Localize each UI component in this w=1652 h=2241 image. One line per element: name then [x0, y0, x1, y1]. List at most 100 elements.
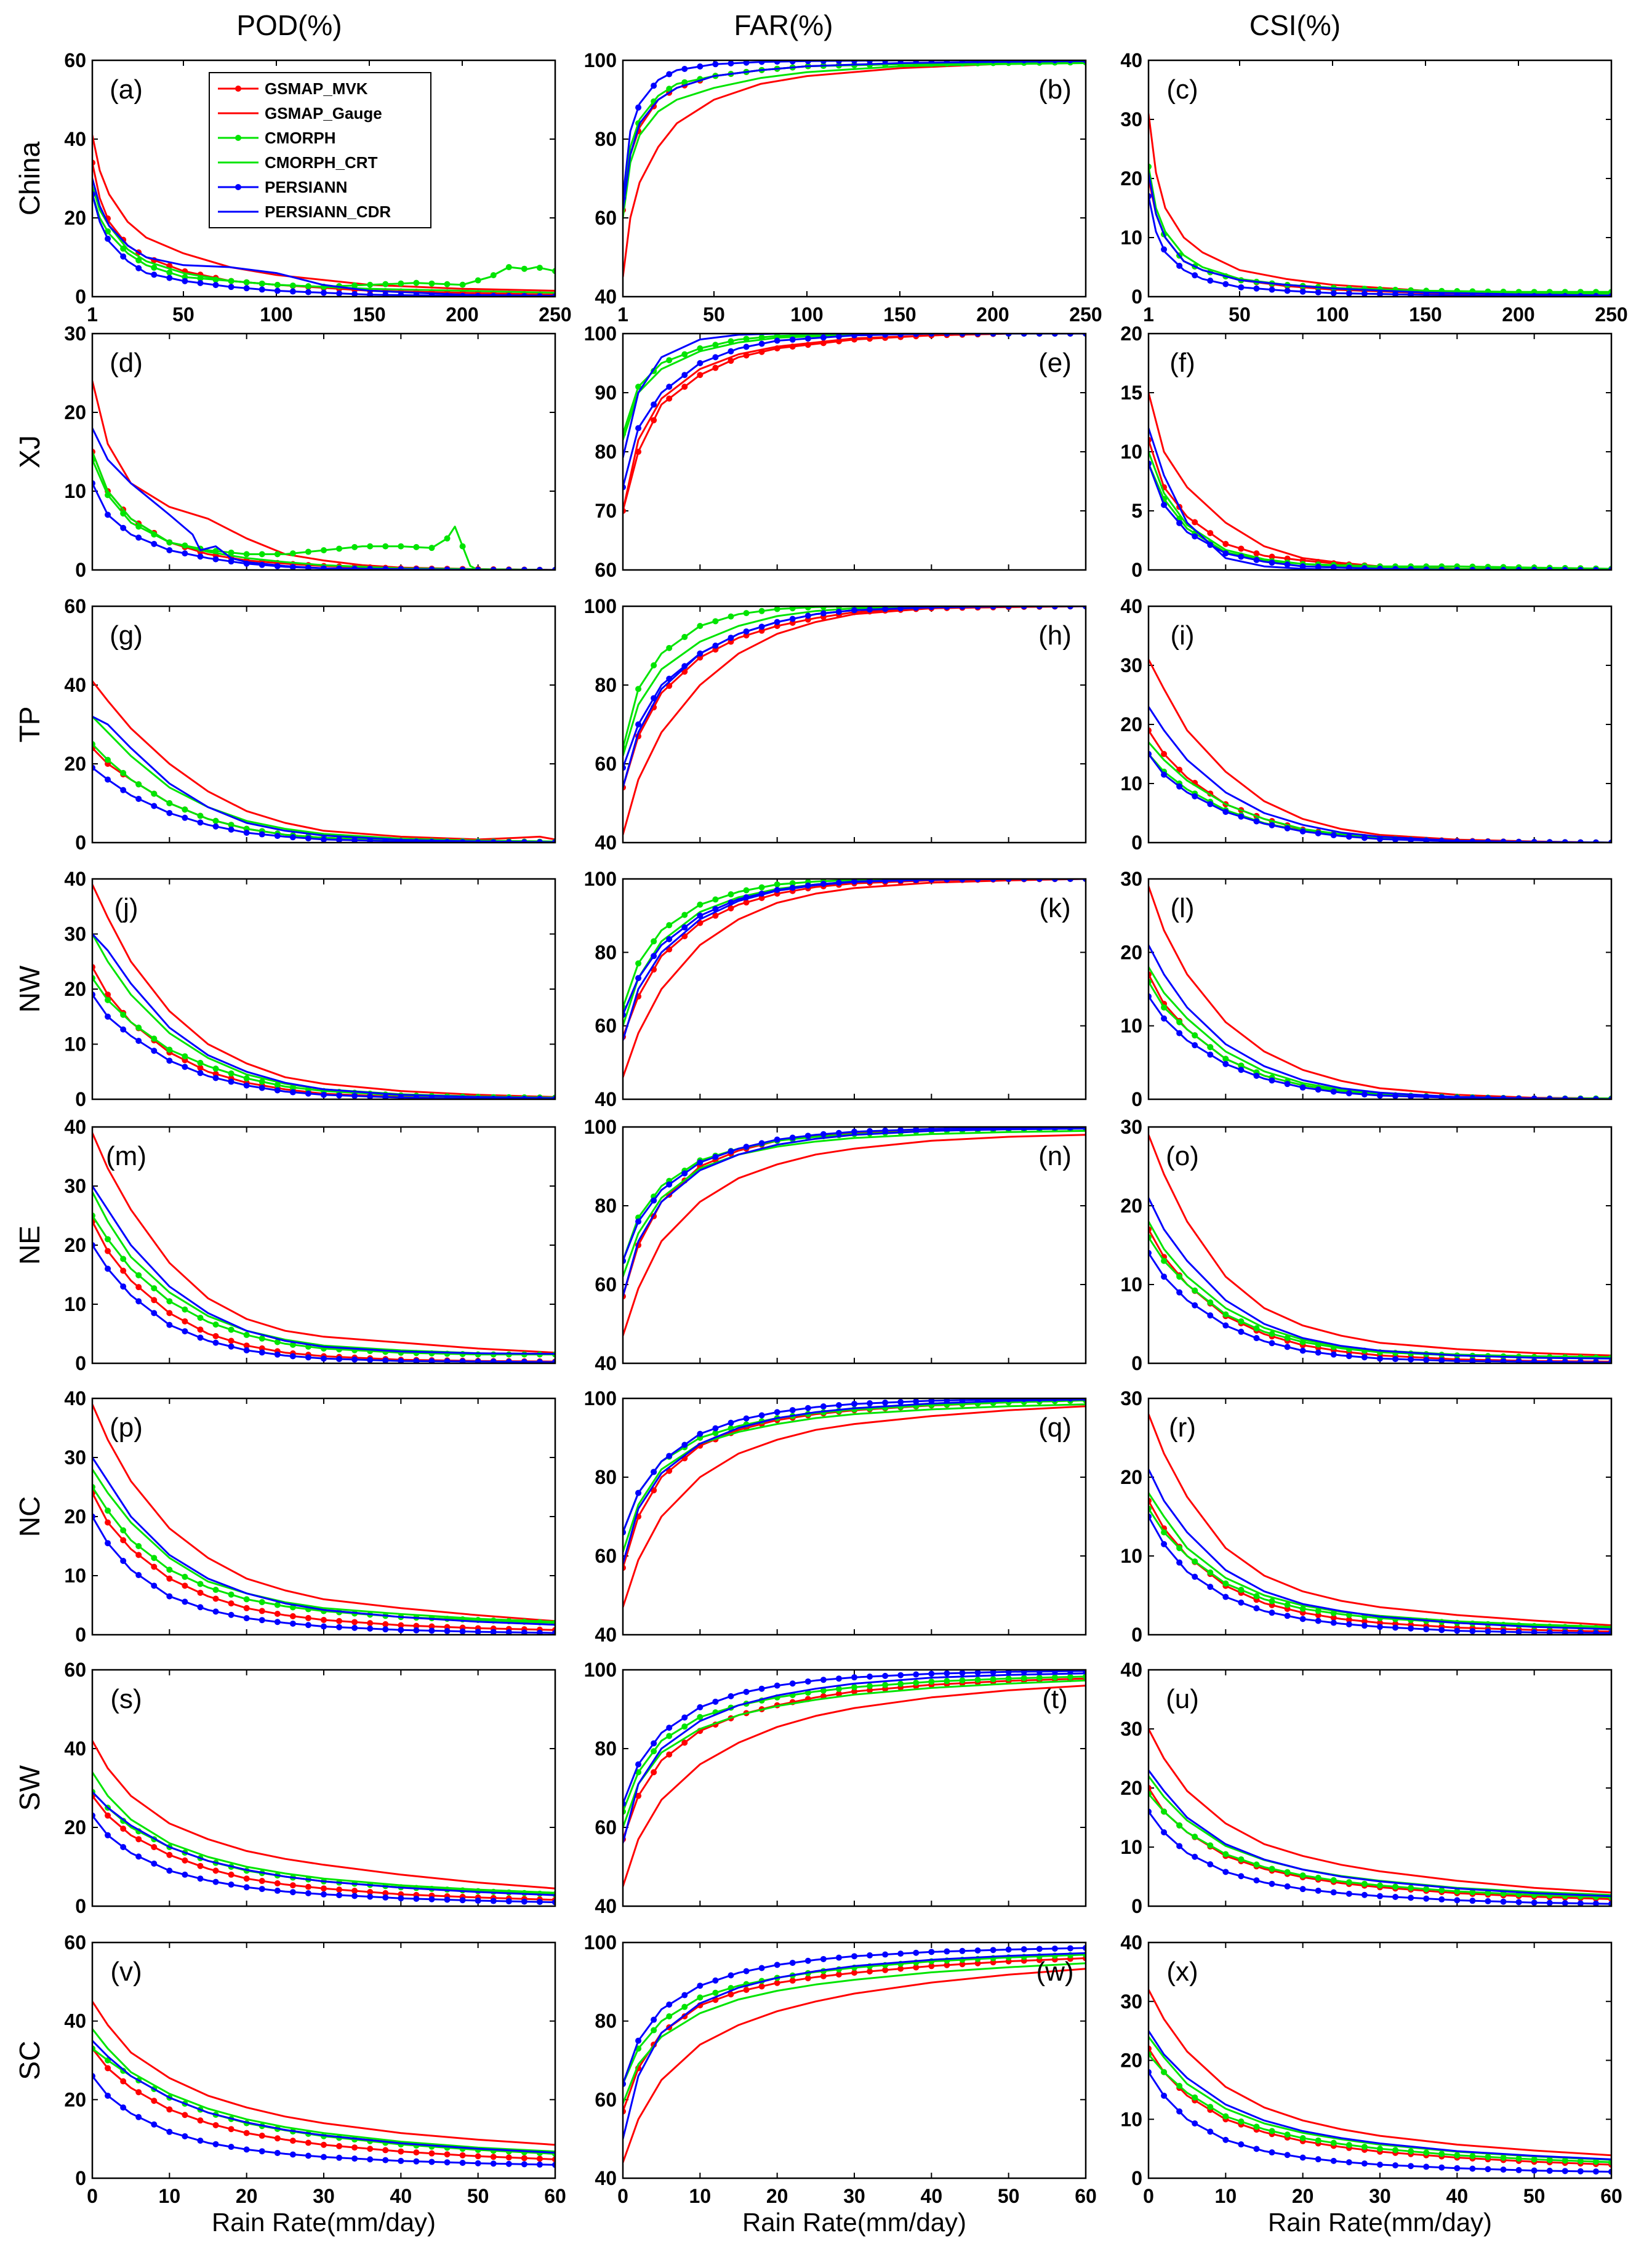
plot-frame: [1147, 332, 1613, 571]
y-tick-label: 30: [1120, 1387, 1142, 1409]
data-point: [882, 1966, 889, 1973]
data-point: [212, 1867, 219, 1874]
data-point: [197, 1875, 204, 1882]
data-point: [1515, 2167, 1522, 2173]
data-point: [1438, 1627, 1445, 1634]
series-gsmap-gauge: [1149, 113, 1611, 295]
x-tick-label: 1: [87, 303, 98, 326]
data-point: [774, 1979, 780, 1986]
data-point: [1161, 502, 1168, 508]
y-tick-label: 10: [1120, 441, 1142, 463]
data-point: [697, 1430, 704, 1437]
data-point: [1454, 1888, 1461, 1894]
data-point: [1345, 833, 1352, 840]
data-point: [804, 1957, 811, 1964]
data-point: [305, 289, 311, 295]
data-point: [1562, 1358, 1568, 1363]
series-gsmap-mvk: [623, 334, 1086, 514]
series-persiann-cdr: [92, 715, 555, 843]
y-tick-label: 20: [1120, 1195, 1142, 1217]
data-point: [1469, 1628, 1476, 1635]
data-point: [1345, 290, 1352, 297]
data-point: [758, 1965, 765, 1971]
series-persiann-cdr: [623, 60, 1086, 210]
data-point: [728, 1991, 734, 1998]
data-point: [151, 1582, 158, 1589]
x-tick-label: 20: [1292, 2185, 1314, 2207]
series-line: [623, 60, 1086, 210]
series-gsmap-gauge: [1149, 1728, 1611, 1894]
series-cmorph: [92, 456, 555, 570]
y-tick-label: 15: [1120, 382, 1142, 404]
y-tick-label: 0: [75, 2167, 86, 2189]
data-point: [789, 60, 796, 65]
series-persiann: [623, 1127, 1086, 1264]
series-persiann: [92, 2073, 555, 2168]
series-line: [623, 1677, 1086, 1840]
data-point: [1222, 1056, 1229, 1062]
series-persiann-cdr: [623, 1128, 1086, 1297]
series-line: [623, 1127, 1086, 1262]
y-tick-label: 20: [1120, 1466, 1142, 1488]
data-point: [1253, 285, 1260, 292]
data-point: [274, 1087, 281, 1094]
data-point: [413, 1622, 420, 1629]
x-tick-label: 40: [390, 2185, 412, 2207]
data-point: [182, 1064, 188, 1070]
plot-frame: [91, 59, 556, 298]
series-gsmap-gauge: [623, 61, 1086, 278]
data-point: [490, 2160, 497, 2167]
series-gsmap-gauge: [92, 884, 555, 1098]
data-point: [135, 1853, 142, 1860]
data-point: [151, 271, 158, 278]
data-point: [351, 1624, 358, 1631]
data-point: [289, 1889, 296, 1896]
data-point: [758, 60, 765, 65]
data-point: [105, 2092, 111, 2099]
data-point: [135, 1038, 142, 1044]
data-point: [804, 1133, 811, 1139]
data-point: [289, 550, 296, 557]
y-tick-label: 20: [1120, 713, 1142, 736]
y-tick-label: 100: [584, 1387, 617, 1409]
series-line: [1149, 1989, 1611, 2157]
y-tick-label: 30: [1120, 868, 1142, 890]
series-persiann: [1149, 1808, 1611, 1906]
data-point: [505, 2154, 512, 2161]
data-point: [166, 1057, 173, 1064]
data-point: [197, 812, 204, 819]
data-point: [1299, 2154, 1306, 2161]
data-point: [212, 1333, 219, 1339]
data-point: [228, 822, 235, 828]
data-point: [1176, 262, 1183, 269]
data-point: [774, 1409, 780, 1416]
x-tick-label: 50: [172, 303, 194, 326]
data-point: [274, 1611, 281, 1618]
data-point: [459, 2159, 466, 2166]
data-point: [774, 337, 780, 344]
data-point: [1238, 553, 1245, 560]
series-line: [92, 1457, 555, 1626]
data-point: [1222, 281, 1229, 287]
data-point: [743, 335, 750, 342]
panel-l: 0 10 20 30 (l): [1120, 868, 1613, 1110]
data-point: [182, 1053, 188, 1060]
data-point: [166, 547, 173, 553]
data-point: [1161, 1273, 1168, 1280]
data-point: [1284, 825, 1291, 832]
data-point: [428, 1896, 435, 1902]
y-tick-label: 30: [1120, 1116, 1142, 1138]
data-point: [789, 1977, 796, 1984]
data-point: [182, 1582, 188, 1589]
series-gsmap-gauge: [1149, 392, 1611, 570]
data-point: [1269, 1340, 1275, 1347]
x-tick-label: 150: [1409, 303, 1441, 326]
data-point: [1392, 2147, 1399, 2154]
plot-frame: [1147, 1397, 1613, 1636]
series-persiann-cdr: [1149, 2030, 1611, 2160]
data-point: [228, 826, 235, 833]
data-point: [166, 1867, 173, 1874]
series-line: [1149, 1500, 1611, 1633]
data-point: [820, 1973, 827, 1979]
data-point: [697, 63, 704, 70]
